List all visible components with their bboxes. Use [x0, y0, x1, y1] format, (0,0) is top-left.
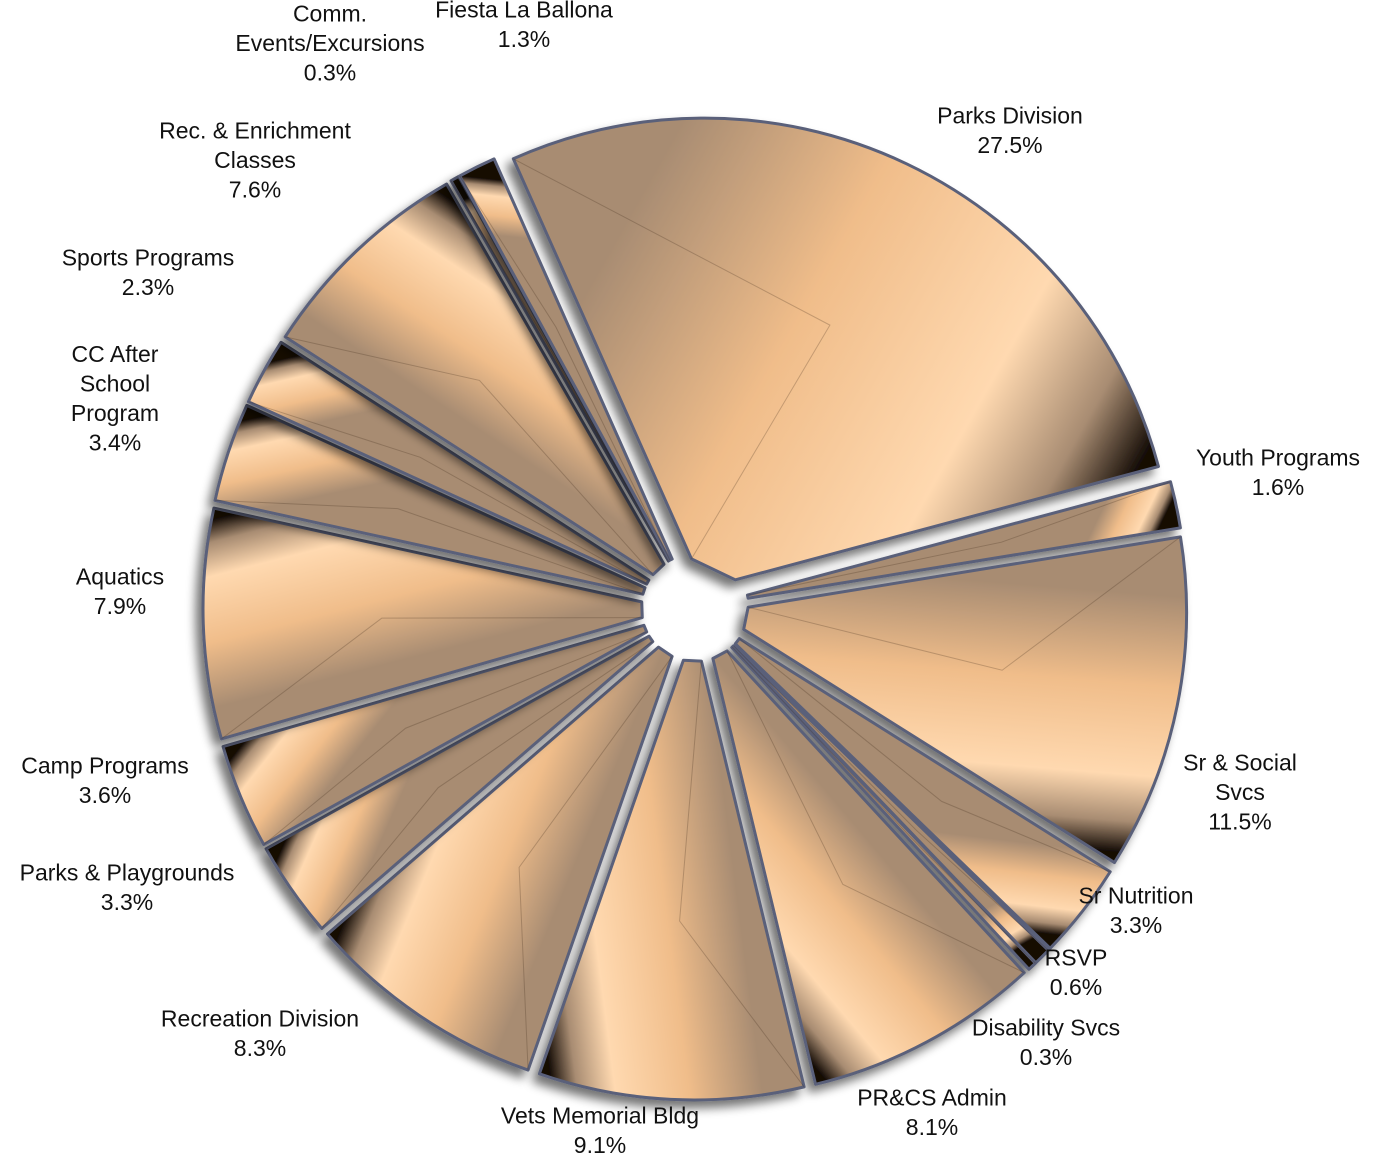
pie-slice-bevel	[248, 401, 647, 585]
slice-label-prandcs-admin: PR&CS Admin 8.1%	[857, 1084, 1007, 1140]
pie-slice-bevel	[513, 158, 831, 560]
slice-label-name: Svcs	[1215, 779, 1265, 805]
slice-label-percent: 8.1%	[906, 1114, 958, 1140]
slice-label-name: Rec. & Enrichment	[159, 118, 351, 144]
pie-slice-cc-after-school-program	[213, 403, 647, 596]
pie-slice-bevel	[450, 180, 669, 562]
pie-slice-fiesta-la-ballona	[458, 157, 674, 562]
slice-label-percent: 7.6%	[229, 177, 281, 203]
pie-slice-rec-and-enrichment-classes	[283, 182, 666, 577]
slice-label-percent: 7.9%	[94, 593, 146, 619]
slice-label-percent: 3.3%	[1110, 912, 1162, 938]
pie-slice-youth-programs	[745, 480, 1182, 600]
slice-label-name: Recreation Division	[161, 1005, 359, 1031]
slice-label-name: Youth Programs	[1196, 444, 1360, 470]
slice-label-sr-and-social-svcs: Sr & Social Svcs 11.5%	[1183, 750, 1297, 835]
slice-label-name: CC After	[72, 341, 159, 367]
slice-label-rsvp: RSVP 0.6%	[1045, 944, 1108, 1000]
slice-label-name: PR&CS Admin	[857, 1084, 1007, 1110]
slice-label-percent: 9.1%	[574, 1132, 626, 1157]
pie-slice-bevel	[679, 661, 805, 1088]
pie-slice-bevel	[221, 617, 643, 740]
pie-slice-bevel	[739, 638, 1111, 873]
pie-slice-camp-programs	[221, 623, 649, 847]
slice-label-percent: 0.6%	[1050, 974, 1102, 1000]
slice-label-name: Aquatics	[76, 563, 164, 589]
pie-slice-bevel	[747, 481, 1171, 596]
pie-slice-bevel	[459, 175, 671, 561]
pie-slice-vets-memorial-bldg	[537, 658, 806, 1102]
slice-label-name: Sports Programs	[62, 244, 235, 270]
slice-label-fiesta-la-ballona: Fiesta La Ballona 1.3%	[435, 0, 613, 52]
pie-slice-bevel	[731, 646, 1036, 964]
pie-slice-bevel	[215, 499, 644, 595]
slice-label-percent: 3.3%	[101, 889, 153, 915]
slice-label-name: Camp Programs	[21, 752, 188, 778]
slice-label-sports-programs: Sports Programs 2.3%	[62, 244, 235, 300]
slice-label-parks-division: Parks Division 27.5%	[937, 102, 1083, 158]
pie-slice-bevel	[321, 641, 654, 929]
pie-slice-sr-nutrition	[733, 637, 1112, 950]
pie-labels: Parks Division 27.5% Youth Programs 1.6% Sr …	[20, 0, 1360, 1157]
pie-slice-bevel	[748, 536, 1181, 671]
slice-label-comm-events-excursions: Comm. Events/Excursions 0.3%	[235, 1, 424, 86]
slice-label-disability-svcs: Disability Svcs 0.3%	[972, 1014, 1120, 1070]
pie-slice-bevel	[726, 650, 1025, 974]
slice-label-percent: 1.6%	[1252, 474, 1304, 500]
slice-label-name: Classes	[214, 147, 296, 173]
pie-slice-sports-programs	[246, 340, 651, 586]
pie-slice-prandcs-admin	[711, 649, 1026, 1086]
slice-label-percent: 3.4%	[89, 429, 141, 455]
slice-label-youth-programs: Youth Programs 1.6%	[1196, 444, 1360, 500]
slice-label-rec-and-enrichment-classes: Rec. & Enrichment Classes 7.6%	[159, 118, 351, 203]
slice-label-name: Parks & Playgrounds	[20, 859, 235, 885]
slice-label-recreation-division: Recreation Division 8.3%	[161, 1005, 359, 1061]
slice-label-name: Events/Excursions	[235, 30, 424, 56]
pie-slice-bevel	[263, 631, 647, 845]
slice-label-percent: 3.6%	[79, 782, 131, 808]
pie-slice-recreation-division	[326, 645, 674, 1072]
slice-label-name: Program	[71, 400, 159, 426]
slice-label-name: RSVP	[1045, 944, 1108, 970]
pie-slice-sr-and-social-svcs	[742, 535, 1189, 865]
slice-label-name: Comm.	[293, 1, 367, 27]
slice-label-name: Parks Division	[937, 102, 1083, 128]
slice-label-name: Vets Memorial Bldg	[501, 1102, 699, 1128]
slice-label-name: Sr Nutrition	[1078, 882, 1193, 908]
slice-label-percent: 1.3%	[498, 26, 550, 52]
pie-slice-bevel	[285, 336, 654, 575]
slice-label-name: Fiesta La Ballona	[435, 0, 613, 22]
slice-label-sr-nutrition: Sr Nutrition 3.3%	[1078, 882, 1193, 938]
slice-label-name: Sr & Social	[1183, 750, 1297, 776]
slice-label-name: Disability Svcs	[972, 1014, 1120, 1040]
slice-label-percent: 11.5%	[1208, 809, 1272, 835]
pie-slice-bevel	[733, 645, 1049, 951]
slice-label-percent: 27.5%	[977, 132, 1042, 158]
slice-label-aquatics: Aquatics 7.9%	[76, 563, 164, 619]
slice-label-percent: 0.3%	[304, 60, 356, 86]
slice-label-percent: 2.3%	[122, 274, 174, 300]
pie-slices	[201, 116, 1189, 1102]
pie-slice-aquatics	[201, 506, 644, 741]
slice-label-percent: 8.3%	[234, 1035, 286, 1061]
pie-slice-disability-svcs	[730, 645, 1037, 971]
slice-label-cc-after-school-program: CC After School Program 3.4%	[71, 341, 159, 456]
pie-slice-parks-and-playgrounds	[264, 634, 655, 930]
slice-label-name: School	[80, 370, 150, 396]
pie-slice-bevel	[518, 656, 673, 1071]
slice-label-percent: 0.3%	[1020, 1044, 1072, 1070]
slice-label-camp-programs: Camp Programs 3.6%	[21, 752, 188, 808]
slice-label-vets-memorial-bldg: Vets Memorial Bldg 9.1%	[501, 1102, 699, 1157]
pie-slice-parks-division	[511, 116, 1160, 582]
slice-label-parks-and-playgrounds: Parks & Playgrounds 3.3%	[20, 859, 235, 915]
